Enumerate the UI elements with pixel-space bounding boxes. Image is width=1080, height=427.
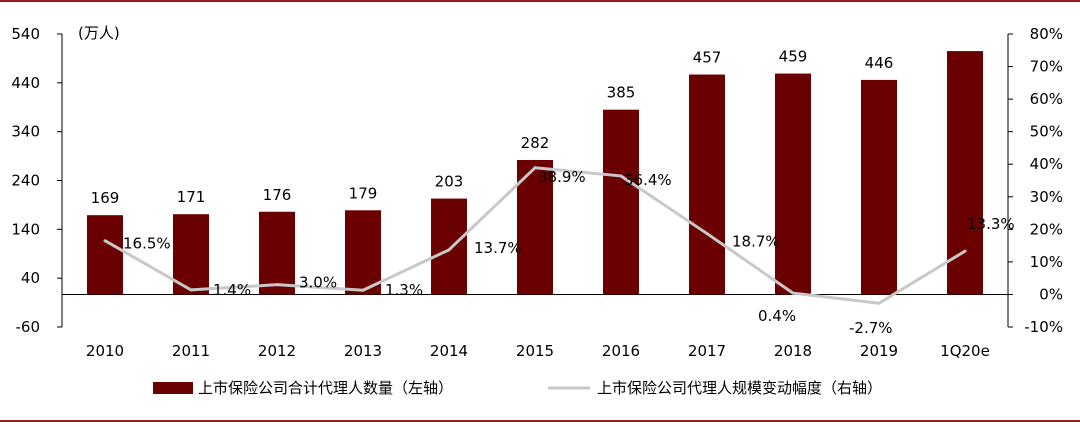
y-left-tick-label: 440 <box>11 74 40 92</box>
growth-point <box>275 283 279 287</box>
y-right-tick-label: 70% <box>1030 58 1063 76</box>
growth-point <box>103 239 107 243</box>
bar-value-label: 459 <box>779 48 808 66</box>
y-left-tick-label: 40 <box>21 269 40 287</box>
bar-value-label: 385 <box>607 84 636 102</box>
bar <box>775 73 811 295</box>
growth-point <box>791 291 795 295</box>
bar <box>603 109 639 295</box>
x-tick-label: 2017 <box>688 342 726 360</box>
bar <box>259 211 295 295</box>
bar-value-label: 171 <box>177 188 206 206</box>
bar-value-label: 203 <box>435 173 464 191</box>
legend-bar-label: 上市保险公司合计代理人数量（左轴） <box>198 379 453 397</box>
x-tick-label: 2013 <box>344 342 382 360</box>
y-right-tick-label: 60% <box>1030 90 1063 108</box>
unit-label: (万人) <box>78 24 120 42</box>
x-tick-label: 2016 <box>602 342 640 360</box>
growth-point <box>533 166 537 170</box>
growth-point <box>619 174 623 178</box>
bar-value-label: 169 <box>91 189 120 207</box>
x-tick-label: 2012 <box>258 342 296 360</box>
x-tick-label: 2015 <box>516 342 554 360</box>
bar-value-label: 179 <box>349 184 378 202</box>
line-value-label: 16.5% <box>123 235 171 253</box>
line-value-label: 1.4% <box>213 281 251 299</box>
bar-value-label: 446 <box>865 54 894 72</box>
legend-bar-swatch <box>153 382 193 394</box>
line-value-label: 3.0% <box>299 274 337 292</box>
bar <box>345 210 381 295</box>
y-right-tick-label: 50% <box>1030 123 1063 141</box>
y-right-tick-label: -10% <box>1024 318 1063 336</box>
growth-point <box>877 301 881 305</box>
bar <box>861 79 897 295</box>
growth-point <box>189 288 193 292</box>
x-tick-label: 2014 <box>430 342 468 360</box>
y-right-tick-label: 10% <box>1030 253 1063 271</box>
bar-value-label: 176 <box>263 186 292 204</box>
y-left-tick-label: 240 <box>11 172 40 190</box>
y-left-tick-label: -60 <box>16 318 41 336</box>
x-tick-label: 2010 <box>86 342 124 360</box>
y-right-tick-label: 40% <box>1030 155 1063 173</box>
y-left-tick-label: 540 <box>11 25 40 43</box>
bar <box>431 198 467 295</box>
line-value-label: -2.7% <box>849 319 893 337</box>
growth-point <box>705 232 709 236</box>
y-right-tick-label: 20% <box>1030 220 1063 238</box>
y-right-tick-label: 80% <box>1030 25 1063 43</box>
y-left-tick-label: 340 <box>11 123 40 141</box>
line-value-label: 18.7% <box>732 233 780 251</box>
line-value-label: 13.7% <box>474 239 522 257</box>
legend-line-label: 上市保险公司代理人规模变动幅度（右轴） <box>597 379 882 397</box>
x-tick-label: 1Q20e <box>940 342 990 360</box>
line-value-label: 38.9% <box>538 168 586 186</box>
line-value-label: 1.3% <box>385 281 423 299</box>
bar <box>173 214 209 295</box>
bar <box>517 159 553 295</box>
growth-point <box>361 288 365 292</box>
line-value-label: 0.4% <box>758 307 796 325</box>
growth-point <box>963 249 967 253</box>
line-value-label: 13.3% <box>967 215 1015 233</box>
line-value-label: 36.4% <box>624 171 672 189</box>
y-right-tick-label: 0% <box>1039 285 1063 303</box>
x-tick-label: 2011 <box>172 342 210 360</box>
bar <box>947 51 983 295</box>
bar <box>87 215 123 295</box>
bar-value-label: 457 <box>693 49 722 67</box>
x-tick-label: 2018 <box>774 342 812 360</box>
x-tick-label: 2019 <box>860 342 898 360</box>
growth-point <box>447 248 451 252</box>
bar-value-label: 282 <box>521 134 550 152</box>
bar <box>689 74 725 295</box>
y-right-tick-label: 30% <box>1030 188 1063 206</box>
y-left-tick-label: 140 <box>11 220 40 238</box>
